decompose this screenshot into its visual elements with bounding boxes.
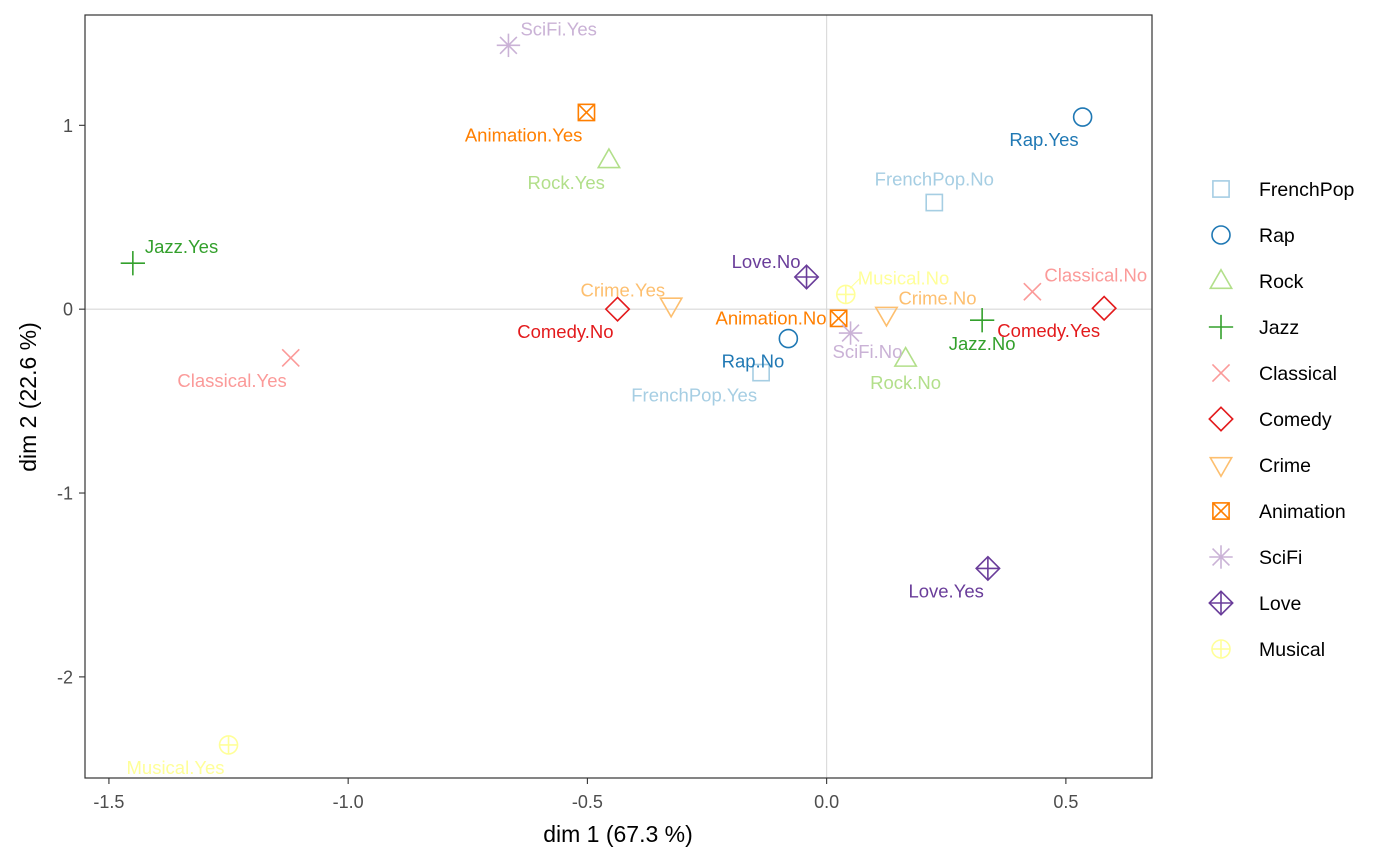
label-comedy-no: Comedy.No	[517, 321, 613, 342]
point-scifi-no	[838, 321, 863, 345]
point-labels-layer: FrenchPop.No FrenchPop.Yes Rap.No Rap.Yes Ro…	[127, 18, 1148, 778]
label-frenchpop-no: FrenchPop.No	[875, 169, 994, 190]
x-axis: -1.5 -1.0 -0.5 0.0 0.5	[93, 778, 1078, 812]
point-love-no	[793, 264, 820, 290]
y-tick-label: 1	[63, 116, 73, 136]
label-rock-no: Rock.No	[870, 372, 941, 393]
point-musical-yes	[218, 735, 239, 755]
point-animation-no	[829, 309, 848, 328]
point-rap-no	[778, 328, 799, 349]
label-musical-no: Musical.No	[858, 267, 950, 288]
x-tick-label: -1.5	[93, 792, 124, 812]
y-tick-label: -2	[57, 667, 73, 687]
legend-key-rock	[1208, 268, 1234, 290]
label-frenchpop-yes: FrenchPop.Yes	[631, 385, 757, 406]
legend-item-frenchpop: FrenchPop	[1212, 179, 1355, 201]
point-musical-no	[835, 284, 856, 305]
legend-key-comedy	[1208, 406, 1234, 432]
label-love-no: Love.No	[732, 251, 801, 272]
point-rap-yes	[1072, 107, 1093, 127]
label-crime-no: Crime.No	[898, 288, 976, 309]
point-frenchpop-yes	[752, 363, 770, 382]
plot-border	[84, 14, 1153, 779]
label-jazz-no: Jazz.No	[949, 333, 1016, 354]
point-crime-no	[874, 306, 899, 328]
legend-label-crime: Crime	[1259, 455, 1311, 477]
legend-key-frenchpop	[1212, 180, 1230, 198]
point-jazz-yes	[120, 251, 145, 276]
label-rap-no: Rap.No	[722, 351, 785, 372]
point-animation-yes	[577, 103, 596, 122]
point-comedy-yes	[1091, 295, 1117, 322]
point-classical-yes	[281, 348, 300, 368]
legend-label-rap: Rap	[1259, 225, 1295, 247]
x-tick-label: 0.0	[814, 792, 839, 812]
point-jazz-no	[969, 308, 995, 333]
y-axis: -2 -1 0 1	[57, 116, 85, 687]
leader-line-musical-no	[849, 278, 861, 289]
legend-label-jazz: Jazz	[1259, 317, 1299, 339]
points-layer	[120, 33, 1117, 755]
legend-key-musical	[1211, 639, 1231, 659]
y-axis-title: dim 2 (22.6 %)	[15, 322, 41, 472]
x-axis-title: dim 1 (67.3 %)	[543, 821, 693, 847]
legend-key-classical	[1211, 363, 1231, 383]
label-classical-no: Classical.No	[1044, 265, 1147, 286]
point-rock-no	[893, 345, 918, 367]
legend-label-scifi: SciFi	[1259, 547, 1302, 569]
label-love-yes: Love.Yes	[908, 580, 983, 601]
legend-item-crime: Crime	[1208, 455, 1311, 478]
legend-item-scifi: SciFi	[1209, 545, 1302, 569]
legend-label-animation: Animation	[1259, 501, 1346, 523]
plot-panel	[85, 15, 1152, 778]
legend: FrenchPop Rap Rock Jazz Classical Comedy Crime…	[1208, 179, 1355, 661]
label-crime-yes: Crime.Yes	[580, 279, 665, 300]
y-tick-label: -1	[57, 484, 73, 504]
label-jazz-yes: Jazz.Yes	[145, 236, 218, 257]
label-animation-no: Animation.No	[716, 307, 827, 328]
label-musical-yes: Musical.Yes	[127, 757, 225, 778]
legend-item-animation: Animation	[1212, 501, 1346, 523]
legend-item-classical: Classical	[1211, 363, 1337, 385]
point-scifi-yes	[496, 33, 521, 58]
label-classical-yes: Classical.Yes	[177, 370, 286, 391]
legend-label-classical: Classical	[1259, 363, 1337, 385]
label-rap-yes: Rap.Yes	[1009, 129, 1078, 150]
legend-item-rap: Rap	[1211, 225, 1295, 247]
label-scifi-no: SciFi.No	[833, 341, 903, 362]
legend-item-rock: Rock	[1208, 268, 1304, 293]
legend-key-scifi	[1209, 545, 1233, 569]
legend-key-rap	[1211, 225, 1231, 245]
point-classical-no	[1023, 282, 1042, 301]
point-frenchpop-no	[925, 193, 944, 212]
reference-lines	[85, 15, 1152, 778]
label-rock-yes: Rock.Yes	[527, 172, 604, 193]
legend-item-jazz: Jazz	[1208, 314, 1299, 340]
point-rock-yes	[596, 147, 622, 169]
legend-label-love: Love	[1259, 593, 1301, 615]
point-comedy-no	[604, 296, 631, 323]
label-scifi-yes: SciFi.Yes	[520, 18, 596, 39]
legend-key-love	[1208, 590, 1234, 616]
legend-label-comedy: Comedy	[1259, 409, 1332, 431]
legend-label-rock: Rock	[1259, 271, 1304, 293]
legend-label-frenchpop: FrenchPop	[1259, 179, 1355, 201]
label-animation-yes: Animation.Yes	[465, 124, 583, 145]
legend-key-animation	[1212, 502, 1230, 520]
legend-item-musical: Musical	[1211, 639, 1325, 661]
legend-item-comedy: Comedy	[1208, 406, 1332, 432]
y-tick-label: 0	[63, 300, 73, 320]
label-comedy-yes: Comedy.Yes	[997, 320, 1100, 341]
point-love-yes	[975, 555, 1001, 582]
x-tick-label: -0.5	[572, 792, 603, 812]
legend-item-love: Love	[1208, 590, 1301, 616]
legend-key-jazz	[1208, 314, 1234, 340]
legend-key-crime	[1208, 456, 1234, 478]
legend-label-musical: Musical	[1259, 639, 1325, 661]
point-crime-yes	[659, 297, 684, 319]
x-tick-label: 0.5	[1053, 792, 1078, 812]
x-tick-label: -1.0	[333, 792, 364, 812]
